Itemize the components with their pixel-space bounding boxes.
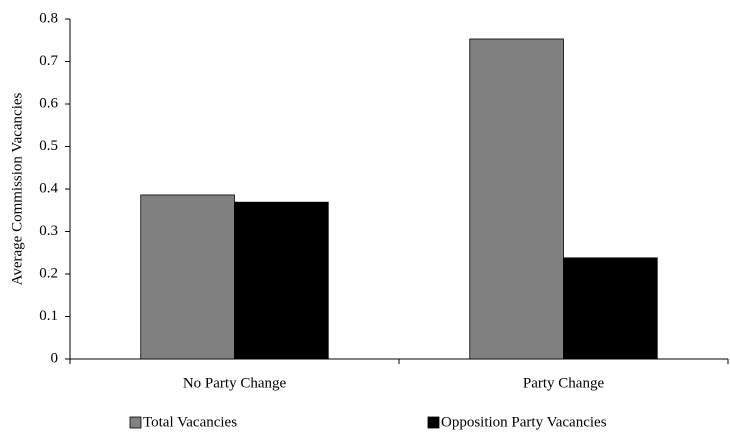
bar — [234, 201, 329, 360]
x-tick-label: Party Change — [523, 375, 605, 391]
legend-swatch — [427, 416, 440, 429]
y-tick-label: 0.4 — [39, 180, 58, 196]
bar — [563, 257, 658, 360]
legend-swatch — [129, 416, 142, 429]
y-tick-label: 0.5 — [39, 138, 58, 154]
bar — [469, 38, 564, 360]
y-axis-label: Average Commission Vacancies — [9, 92, 25, 285]
y-tick-label: 0.7 — [39, 53, 58, 69]
x-tick-label: No Party Change — [183, 375, 287, 391]
legend-label: Opposition Party Vacancies — [441, 414, 607, 430]
y-tick-label: 0.8 — [39, 10, 58, 26]
legend-label: Total Vacancies — [143, 414, 237, 430]
bar — [140, 194, 235, 360]
y-tick-label: 0.2 — [39, 265, 58, 281]
y-tick-label: 0.1 — [39, 308, 58, 324]
y-tick-label: 0.3 — [39, 223, 58, 239]
y-tick-label: 0 — [51, 350, 59, 366]
y-tick-label: 0.6 — [39, 95, 58, 111]
